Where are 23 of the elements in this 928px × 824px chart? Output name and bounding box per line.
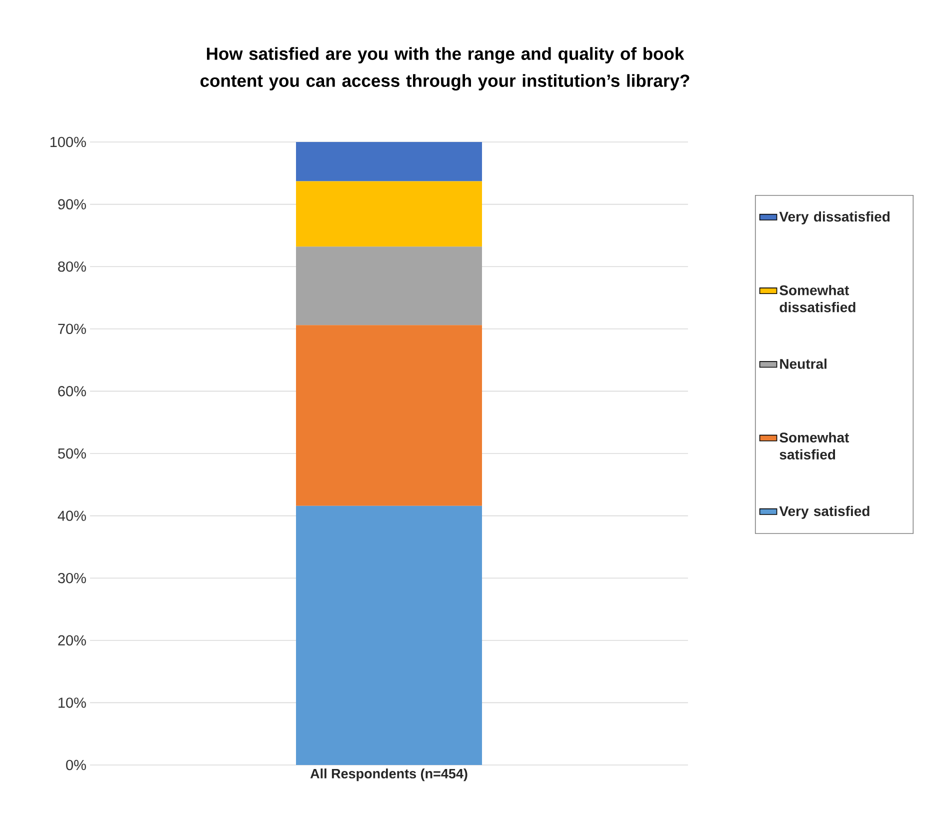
bar xyxy=(296,142,482,182)
y-tick-label: 80% xyxy=(58,261,86,272)
bar xyxy=(296,506,482,765)
bar xyxy=(296,325,482,506)
bar xyxy=(296,181,482,247)
legend-label: Somewhat dissatisfied xyxy=(780,284,856,312)
bar xyxy=(296,246,482,326)
legend-label: Very dissatisfied xyxy=(779,211,890,224)
y-tick-label: 50% xyxy=(58,448,86,459)
y-tick-label: 30% xyxy=(58,572,86,584)
y-tick-label: 0% xyxy=(66,760,86,770)
x-tick-label: All Respondents (n=454) xyxy=(310,768,468,782)
y-tick-label: 20% xyxy=(58,635,86,646)
y-tick-label: 90% xyxy=(58,199,86,210)
y-tick-label: 60% xyxy=(58,386,86,396)
legend-label: Very satisfied xyxy=(779,506,870,519)
legend-label: Neutral xyxy=(780,358,826,369)
y-tick-label: 70% xyxy=(58,324,86,334)
y-tick-label: 40% xyxy=(58,510,86,521)
chart-title: How satisfied are you with the range and quality of book content you can access through your institution’s library? xyxy=(200,47,690,90)
y-tick-label: 10% xyxy=(58,698,86,708)
y-tick-label: 100% xyxy=(50,136,86,148)
legend-label: Somewhat satisfied xyxy=(780,432,850,460)
